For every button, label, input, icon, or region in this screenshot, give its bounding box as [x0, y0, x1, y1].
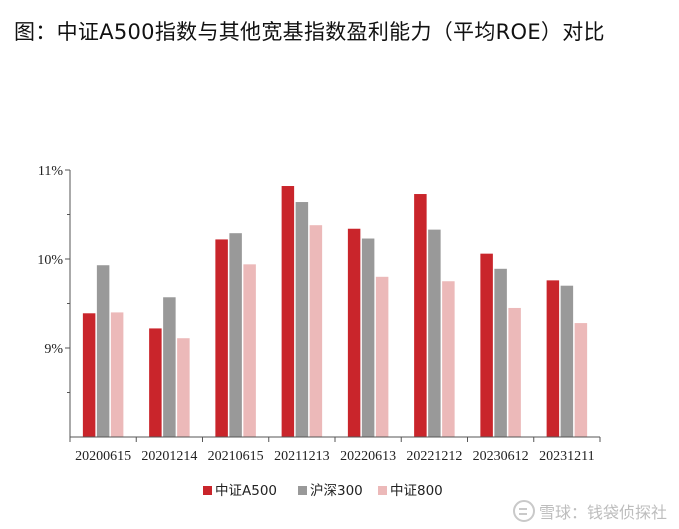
- bar-a500: [82, 313, 96, 437]
- x-tick-label: 20210615: [208, 449, 264, 464]
- bar-hs300: [428, 229, 441, 437]
- bar-hs300: [229, 233, 242, 437]
- bar-hs300: [96, 265, 110, 437]
- bar-zz800: [375, 276, 389, 437]
- bar-a500: [546, 280, 560, 437]
- legend-label: 中证800: [390, 483, 443, 499]
- bar-zz800: [243, 264, 256, 437]
- x-tick-label: 20211213: [274, 449, 329, 464]
- watermark: 雪球：钱袋侦探社: [512, 499, 667, 523]
- legend-swatch: [298, 486, 307, 495]
- x-tick-label: 20220613: [340, 449, 396, 464]
- y-tick-label: 11%: [38, 164, 63, 179]
- bar-zz800: [177, 338, 190, 437]
- x-tick-label: 20201214: [141, 449, 197, 464]
- y-tick-label: 10%: [37, 253, 63, 268]
- bar-zz800: [574, 323, 588, 437]
- x-tick-label: 20200615: [75, 449, 131, 464]
- bar-hs300: [560, 285, 574, 437]
- bar-zz800: [442, 281, 455, 437]
- y-tick-label: 9%: [44, 342, 63, 357]
- watermark-text: 雪球：钱袋侦探社: [538, 503, 667, 522]
- x-tick-label: 20230612: [473, 449, 529, 464]
- x-tick-label: 20231211: [539, 449, 594, 464]
- bar-a500: [215, 239, 228, 437]
- legend: 中证A500 沪深300 中证800: [203, 483, 443, 499]
- bar-a500: [281, 186, 295, 437]
- bar-hs300: [494, 268, 507, 437]
- bar-hs300: [163, 297, 176, 437]
- bar-zz800: [508, 307, 521, 437]
- legend-swatch: [203, 486, 212, 495]
- bar-a500: [347, 228, 361, 437]
- legend-label: 中证A500: [215, 483, 277, 499]
- bar-a500: [414, 194, 427, 437]
- axes-group: 11% 10% 9% 20200615 20201214 20210615 20211213…: [37, 164, 601, 464]
- bar-hs300: [295, 202, 309, 437]
- snowball-logo-icon: [512, 500, 535, 522]
- bar-zz800: [309, 225, 323, 437]
- bar-hs300: [361, 238, 375, 437]
- bar-a500: [480, 253, 493, 437]
- bars-group: [82, 186, 588, 437]
- bar-a500: [149, 328, 162, 437]
- bar-zz800: [110, 312, 124, 437]
- x-tick-label: 20221212: [406, 449, 462, 464]
- legend-swatch: [378, 486, 387, 495]
- legend-label: 沪深300: [310, 483, 363, 499]
- chart-title: 图：中证A500指数与其他宽基指数盈利能力（平均ROE）对比: [14, 20, 605, 44]
